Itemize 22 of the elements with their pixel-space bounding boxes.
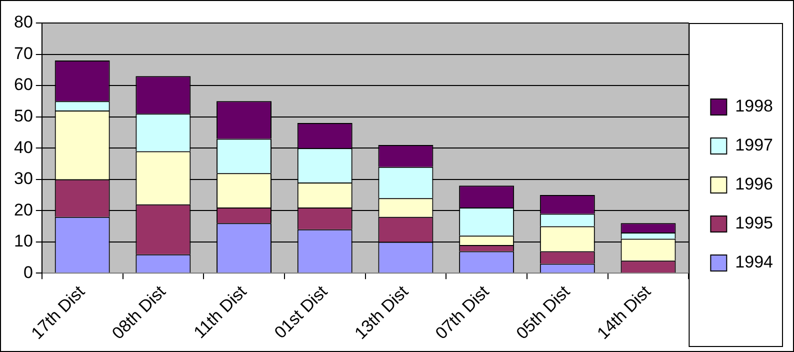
x-tick-label: 17th Dist bbox=[28, 282, 89, 343]
x-tick-label: 05th Dist bbox=[512, 282, 574, 343]
x-tick-label: 11th Dist bbox=[190, 282, 250, 342]
x-tick-label: 14th Dist bbox=[594, 282, 655, 343]
y-tick-label: 60 bbox=[14, 75, 33, 94]
legend-label: 1994 bbox=[735, 252, 774, 272]
y-tick-label: 50 bbox=[14, 106, 33, 126]
legend-label: 1996 bbox=[735, 174, 774, 194]
x-tick-label: 07th Dist bbox=[432, 282, 493, 343]
y-tick-label: 30 bbox=[14, 169, 33, 188]
x-tick-label: 08th Dist bbox=[108, 282, 170, 343]
legend-label: 1998 bbox=[735, 96, 774, 116]
y-tick-label: 40 bbox=[14, 138, 33, 157]
y-tick-label: 80 bbox=[14, 12, 33, 32]
x-tick-label: 13th Dist bbox=[350, 282, 412, 343]
legend-label: 1997 bbox=[735, 136, 774, 155]
y-tick-label: 70 bbox=[14, 44, 33, 63]
y-tick-label: 10 bbox=[14, 232, 33, 251]
legend-label: 1995 bbox=[735, 214, 774, 233]
y-tick-label: 0 bbox=[23, 262, 33, 282]
y-tick-label: 20 bbox=[14, 200, 33, 220]
x-tick-label: 01st Dist bbox=[270, 282, 332, 342]
